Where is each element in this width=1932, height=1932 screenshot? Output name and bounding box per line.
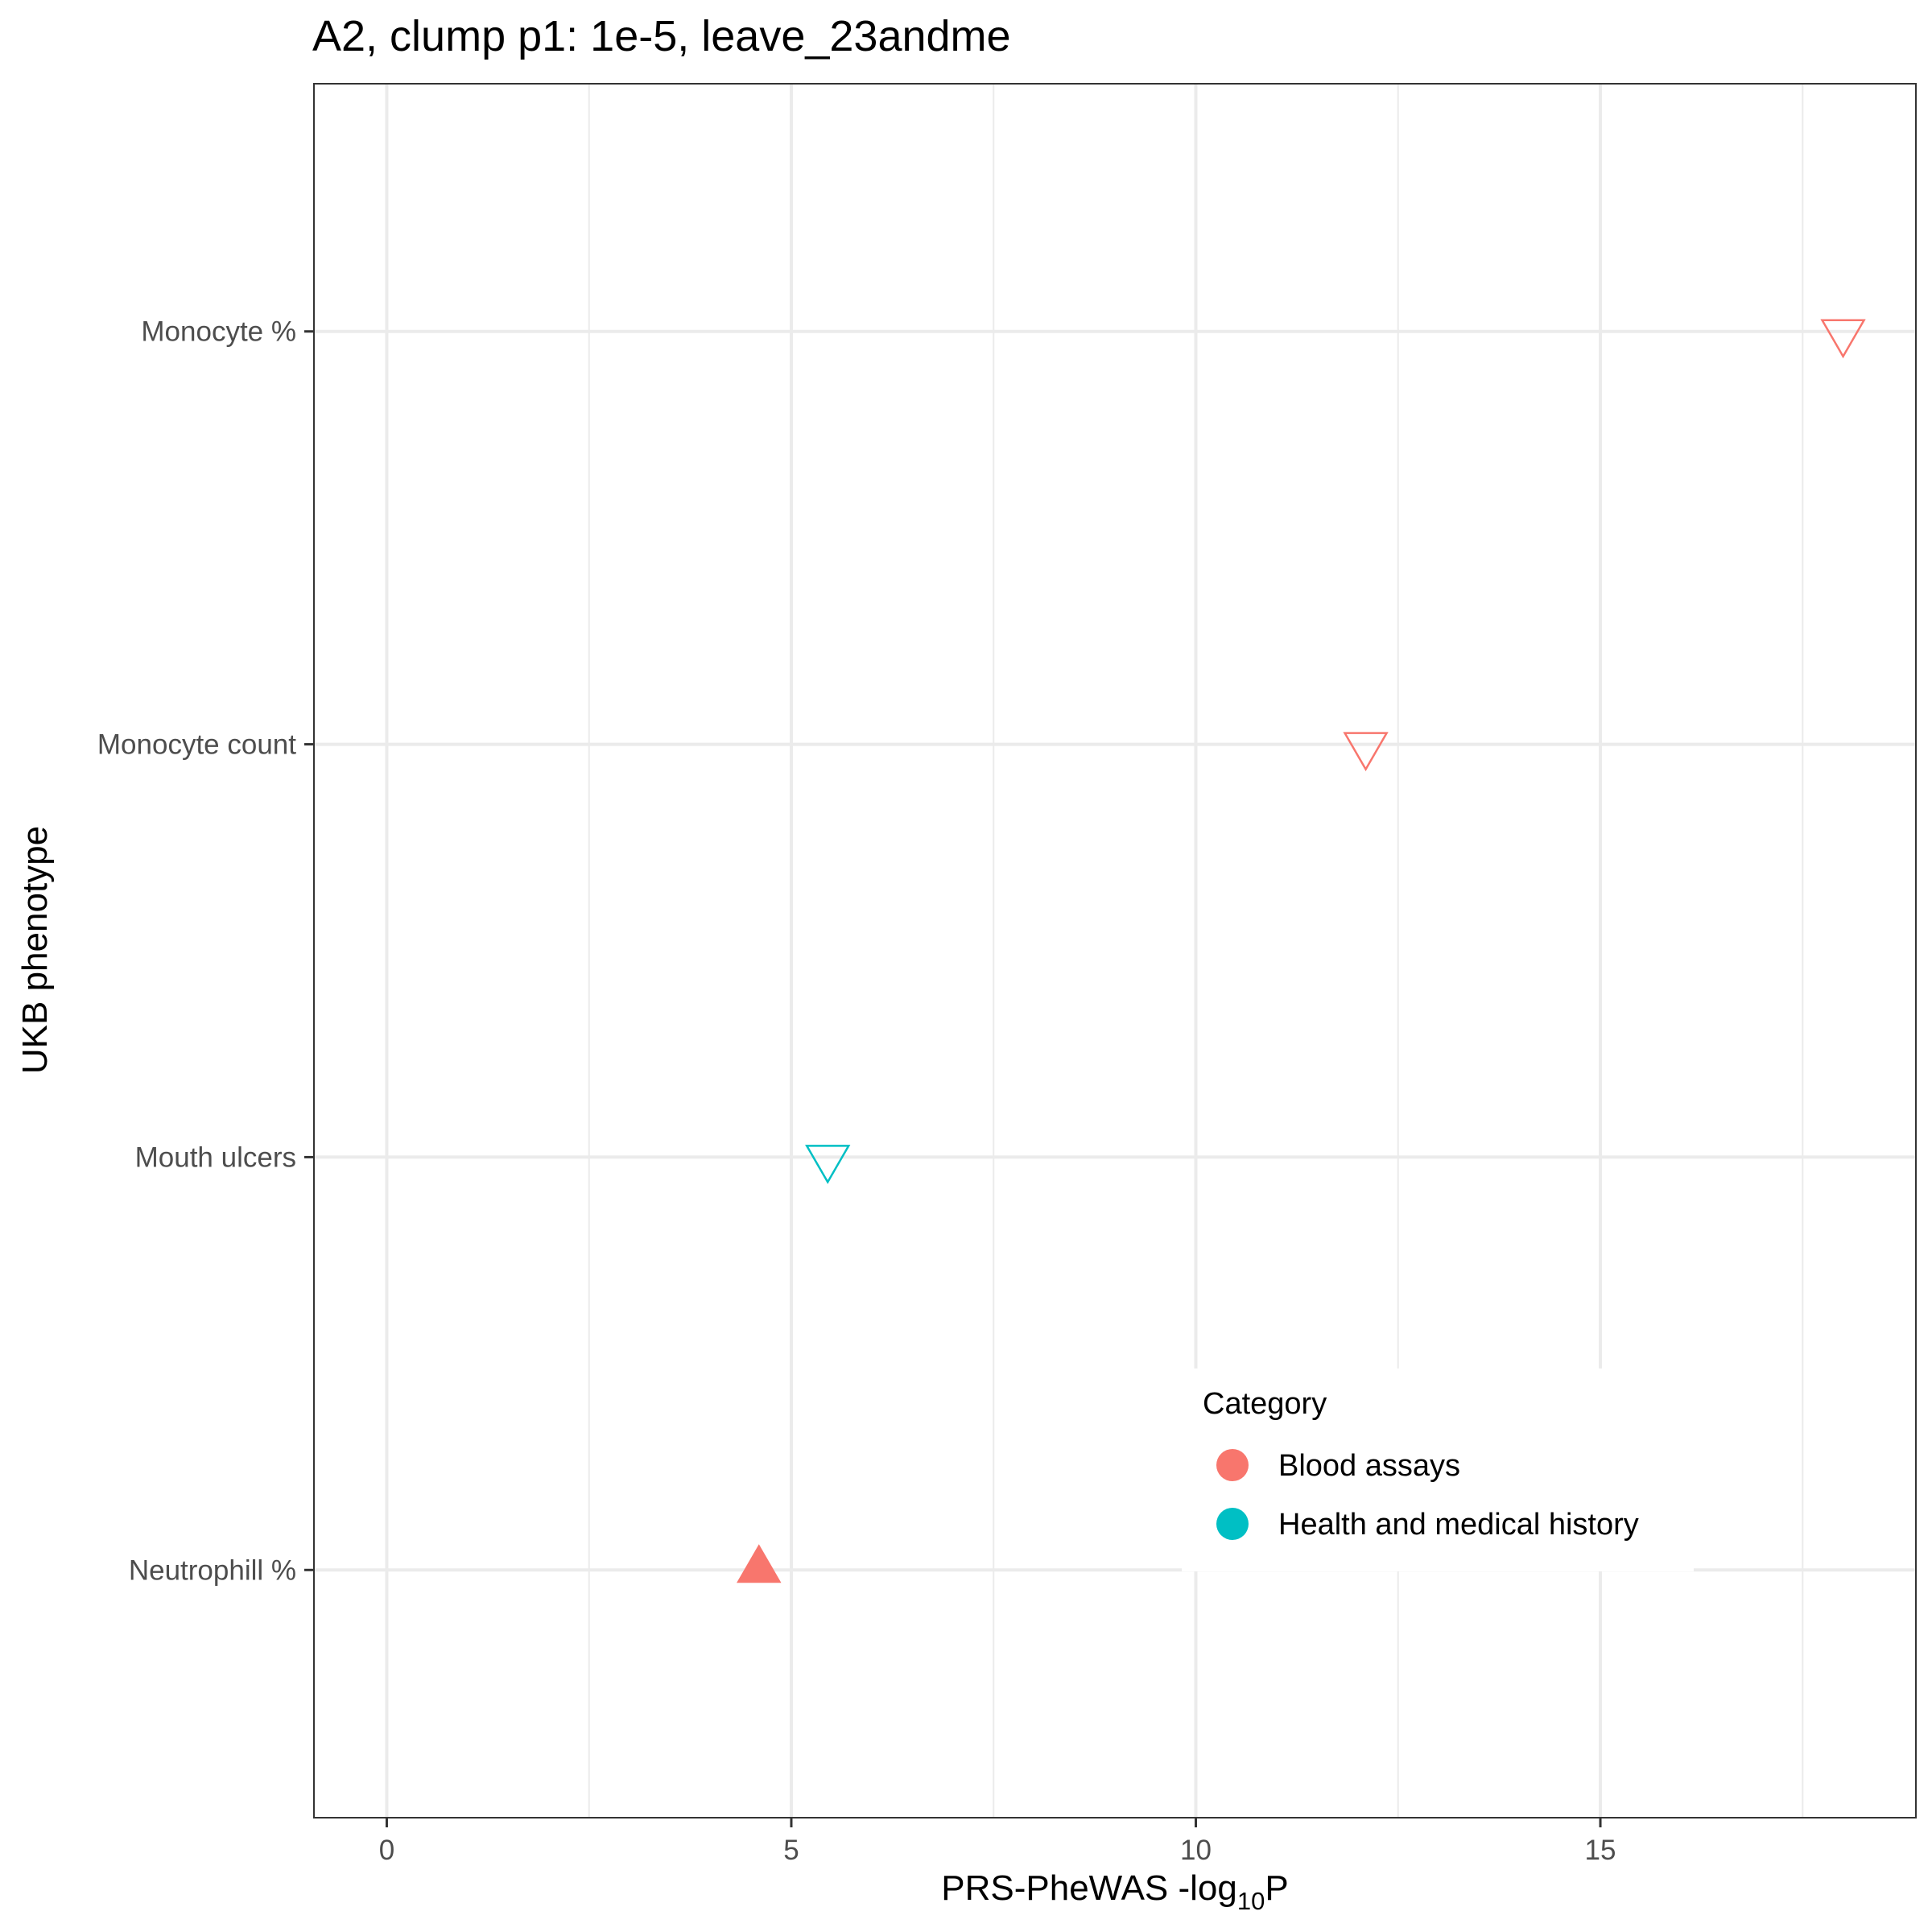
y-tick-label: Monocyte count [97,729,296,761]
legend-key [1216,1508,1249,1540]
x-axis: 0 5 10 15 [379,1818,1616,1866]
y-axis: Neutrophill % Mouth ulcers Monocyte count M… [97,316,314,1586]
chart-title: A2, clump p1: 1e-5, leave_23andme [312,12,1011,60]
data-points [737,319,1866,1583]
x-axis-title: PRS-PheWAS -log10P [941,1868,1288,1915]
x-tick-label: 10 [1180,1835,1212,1866]
legend-title: Category [1203,1387,1327,1421]
legend-entries: Blood assays Health and medical history [1216,1449,1639,1542]
x-tick-label: 5 [783,1835,799,1866]
legend-key [1216,1449,1249,1481]
y-tick-label: Mouth ulcers [135,1141,296,1173]
y-tick-label: Monocyte % [141,316,296,348]
data-point [1343,732,1389,772]
x-axis-title-end: P [1265,1868,1288,1908]
legend-background [1182,1368,1694,1571]
data-point [1820,319,1866,359]
legend-label: Blood assays [1278,1449,1460,1483]
x-axis-title-subscript: 10 [1237,1887,1265,1915]
legend: Category Blood assays Health and medical … [1182,1368,1694,1571]
data-point [805,1145,851,1184]
legend-label: Health and medical history [1278,1508,1639,1542]
y-tick-label: Neutrophill % [129,1554,296,1586]
x-axis-title-main: PRS-PheWAS -log [941,1868,1237,1908]
x-tick-label: 15 [1585,1835,1616,1866]
panel-border [313,83,1917,1818]
y-axis-title: UKB phenotype [15,826,55,1074]
x-tick-label: 0 [379,1835,394,1866]
data-point [737,1544,782,1583]
plot-area: Category Blood assays Health and medical … [313,83,1917,1818]
